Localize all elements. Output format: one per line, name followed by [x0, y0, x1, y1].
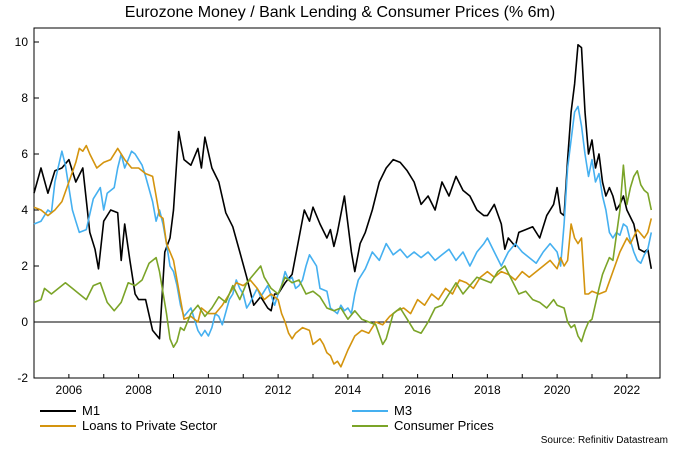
legend-label-m1: M1 [82, 403, 101, 418]
legend-label-m3: M3 [394, 403, 413, 418]
chart-title: Eurozone Money / Bank Lending & Consumer… [124, 4, 556, 21]
axes: -2 0 2 4 6 8 10 2006 2008 2010 2012 2014 2016 2018 202… [15, 27, 661, 397]
x-tick-label: 2010 [195, 383, 222, 397]
x-tick-label: 2020 [544, 383, 571, 397]
legend-swatch-m3 [352, 409, 388, 412]
y-tick-label: 0 [21, 315, 28, 329]
y-tick-label: 4 [21, 203, 28, 217]
legend-swatch-m1 [40, 409, 76, 412]
x-tick-label: 2014 [335, 383, 362, 397]
y-tick-label: -2 [17, 371, 28, 385]
legend-label-loans: Loans to Private Sector [82, 418, 218, 433]
plot-frame [33, 27, 661, 379]
x-tick-label: 2006 [56, 383, 83, 397]
legend-item-m1: M1 [40, 403, 100, 418]
legend-swatch-loans [40, 424, 76, 427]
source-note: Source: Refinitiv Datastream [540, 435, 668, 446]
series-line-m3 [33, 105, 653, 337]
legend-item-consumer-prices: Consumer Prices [352, 418, 494, 433]
x-tick-label: 2012 [265, 383, 292, 397]
x-tick-label: 2008 [125, 383, 152, 397]
series-line-loans-to-private-sector [33, 144, 653, 368]
series-layer [33, 44, 653, 368]
x-tick-label: 2016 [404, 383, 431, 397]
series-line-consumer-prices [33, 164, 653, 348]
y-tick-label: 10 [15, 35, 29, 49]
y-tick-label: 6 [21, 147, 28, 161]
x-tick-label: 2018 [474, 383, 501, 397]
legend-item-m3: M3 [352, 403, 412, 418]
legend-swatch-consumer-prices [352, 424, 388, 427]
legend-item-loans: Loans to Private Sector [40, 418, 217, 433]
y-tick-label: 2 [21, 259, 28, 273]
x-tick-label: 2022 [614, 383, 641, 397]
series-line-m1 [33, 44, 653, 340]
legend-label-consumer-prices: Consumer Prices [394, 418, 494, 433]
y-tick-label: 8 [21, 91, 28, 105]
